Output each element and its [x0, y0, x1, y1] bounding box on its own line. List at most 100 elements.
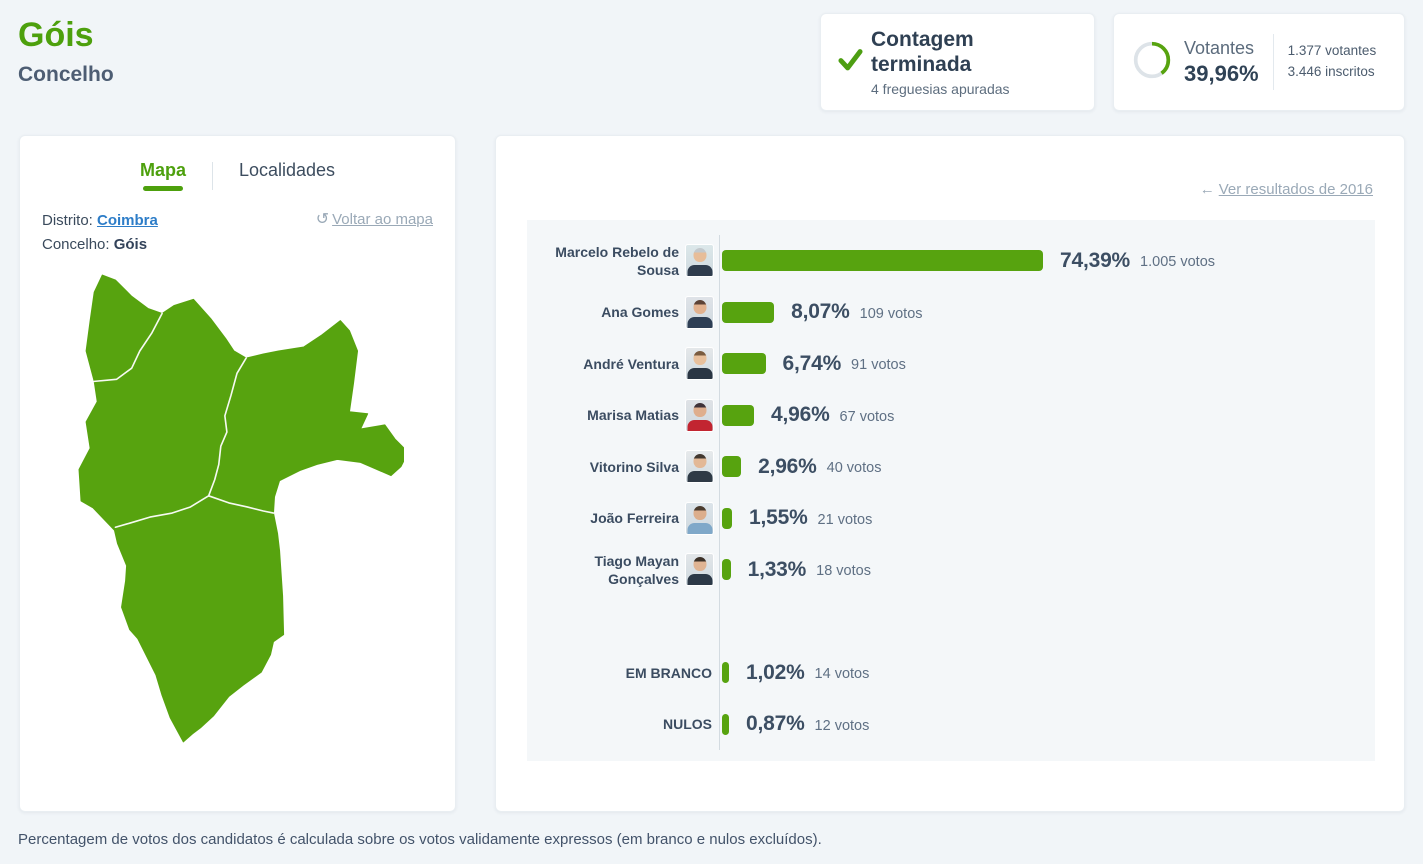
result-row: Ana Gomes 8,07% 109 votos — [527, 286, 1375, 338]
result-percent: 0,87% — [746, 712, 805, 736]
avatar-cell — [679, 296, 719, 328]
result-bar — [722, 353, 766, 375]
candidate-name: NULOS — [663, 716, 712, 733]
candidate-photo — [686, 554, 713, 586]
result-bar — [722, 456, 742, 478]
candidate-name: Ana Gomes — [601, 304, 679, 321]
page-title: Góis — [18, 16, 94, 54]
photo-torso — [687, 368, 712, 380]
photo-torso — [687, 471, 712, 483]
check-icon — [837, 46, 871, 78]
results-card: ← Ver resultados de 2016 Marcelo Rebelo d… — [495, 135, 1405, 812]
result-votes: 91 votos — [851, 357, 906, 374]
result-row: André Ventura 6,74% 91 votos — [527, 338, 1375, 390]
tab-localidades[interactable]: Localidades — [238, 160, 336, 180]
result-bar — [722, 250, 1043, 272]
candidate-photo — [686, 399, 713, 431]
photo-head — [693, 557, 706, 572]
photo-head — [693, 248, 706, 263]
result-percent: 1,02% — [746, 660, 805, 684]
map-outline — [78, 274, 409, 743]
map-tabs: Mapa Localidades — [20, 160, 455, 191]
avatar-cell — [679, 348, 719, 380]
turnout-card: Votantes 39,96% 1.377 votantes 3.446 ins… — [1113, 13, 1405, 111]
result-row: Marisa Matias 4,96% 67 votos — [527, 389, 1375, 441]
result-percent: 4,96% — [771, 403, 830, 427]
count-status-subtitle: 4 freguesias apuradas — [871, 81, 1010, 98]
avatar-cell — [679, 399, 719, 431]
result-row: Vitorino Silva 2,96% 40 votos — [527, 441, 1375, 493]
photo-torso — [687, 419, 712, 431]
bar-area: 1,33% 18 votos — [719, 544, 1375, 596]
result-row: EM BRANCO 1,02% 14 votos — [527, 647, 1375, 699]
result-bar — [722, 662, 729, 684]
candidate-photo — [686, 451, 713, 483]
municipality-map[interactable] — [68, 272, 409, 748]
result-percent: 74,39% — [1060, 248, 1131, 272]
turnout-percent: 39,96% — [1184, 60, 1259, 86]
photo-head — [693, 299, 706, 314]
turnout-voters: 1.377 votantes — [1287, 43, 1377, 59]
arrow-left-icon: ← — [1199, 181, 1215, 198]
photo-torso — [687, 316, 712, 328]
rotate-ccw-icon: ↺ — [315, 211, 330, 228]
result-bar — [722, 301, 775, 323]
result-votes: 109 votos — [859, 305, 923, 322]
page-header: Góis Concelho — [18, 16, 114, 87]
photo-torso — [687, 265, 712, 277]
freguesia-border-east-south — [207, 495, 275, 514]
bar-area: 1,55% 21 votos — [719, 492, 1375, 544]
result-percent: 1,55% — [749, 506, 808, 530]
result-votes: 12 votos — [814, 717, 870, 734]
avatar-cell — [679, 554, 719, 586]
result-percent: 1,33% — [747, 557, 807, 581]
result-bar — [722, 559, 731, 581]
freguesia-border-nw — [93, 312, 163, 383]
candidate-name: EM BRANCO — [625, 664, 712, 681]
candidate-photo — [686, 245, 713, 277]
photo-head — [693, 402, 706, 417]
bar-area: 6,74% 91 votos — [719, 338, 1375, 390]
result-row: João Ferreira 1,55% 21 votos — [527, 492, 1375, 544]
tab-mapa[interactable]: Mapa — [140, 160, 186, 191]
bar-area: 74,39% 1.005 votos — [719, 235, 1375, 287]
candidate-name: Marisa Matias — [587, 407, 679, 424]
council-value: Góis — [113, 236, 148, 253]
results-chart: Marcelo Rebelo de Sousa 74,39% 1.005 vot… — [527, 220, 1375, 761]
count-status-title: Contagem terminada — [871, 27, 974, 76]
avatar-cell — [679, 245, 719, 277]
district-row: Distrito: Coimbra — [42, 209, 158, 233]
candidate-name: João Ferreira — [590, 510, 679, 527]
photo-torso — [687, 574, 712, 586]
map-card: Mapa Localidades Distrito: Coimbra Conce… — [19, 135, 456, 812]
turnout-registered: 3.446 inscritos — [1287, 64, 1375, 79]
result-percent: 8,07% — [791, 300, 850, 324]
result-bar — [722, 404, 754, 426]
result-votes: 67 votos — [839, 408, 895, 425]
turnout-donut-icon — [1132, 40, 1172, 85]
result-row: Tiago Mayan Gonçalves 1,33% 18 votos — [527, 544, 1375, 596]
result-percent: 6,74% — [782, 351, 842, 375]
footnote: Percentagem de votos dos candidatos é ca… — [18, 831, 822, 848]
turnout-divider — [1272, 34, 1274, 90]
bar-area: 1,02% 14 votos — [719, 647, 1375, 699]
bar-area: 0,87% 12 votos — [719, 698, 1375, 750]
candidate-photo — [686, 348, 713, 380]
bar-area: 2,96% 40 votos — [719, 441, 1375, 493]
result-row: Marcelo Rebelo de Sousa 74,39% 1.005 vot… — [527, 235, 1375, 287]
photo-torso — [687, 522, 712, 534]
photo-head — [693, 454, 706, 469]
district-link[interactable]: Coimbra — [97, 212, 158, 229]
candidate-name: Vitorino Silva — [589, 458, 679, 475]
result-percent: 2,96% — [758, 454, 817, 478]
turnout-label: Votantes — [1184, 37, 1255, 58]
page-subtitle: Concelho — [18, 63, 114, 87]
district-label: Distrito: — [42, 212, 98, 229]
candidate-photo — [686, 502, 713, 534]
result-votes: 1.005 votos — [1140, 254, 1216, 271]
results-2016-link[interactable]: Ver resultados de 2016 — [1218, 181, 1373, 198]
candidate-name: Tiago Mayan Gonçalves — [594, 552, 679, 587]
result-bar — [722, 713, 729, 735]
result-votes: 14 votos — [814, 666, 870, 683]
back-to-map-link[interactable]: Voltar ao mapa — [332, 211, 433, 228]
